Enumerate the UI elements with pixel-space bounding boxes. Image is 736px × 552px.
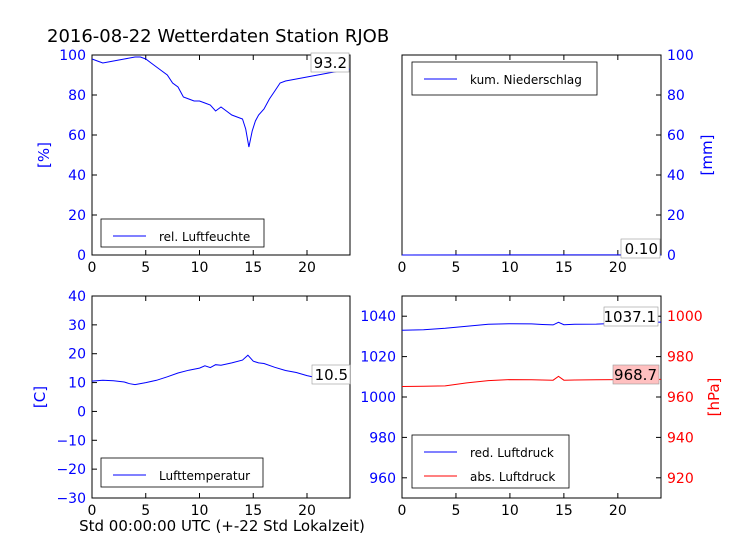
- y-tick-label: 0: [77, 248, 86, 264]
- x-tick-label: 5: [141, 260, 150, 276]
- last-value-label: 93.2: [314, 54, 347, 72]
- y-tick-label: 940: [667, 430, 694, 446]
- x-tick-label: 5: [141, 503, 150, 519]
- x-tick-label: 15: [244, 260, 262, 276]
- y-tick-label: 1000: [360, 390, 396, 406]
- y-tick-label: 0: [77, 404, 86, 420]
- legend-box: [100, 457, 264, 488]
- legend-label: abs. Luftdruck: [470, 470, 555, 484]
- x-tick-label: 0: [88, 503, 97, 519]
- y-tick-label: 20: [667, 208, 685, 224]
- x-tick-label: 0: [88, 260, 97, 276]
- figure-title: 2016-08-22 Wetterdaten Station RJOB: [47, 26, 390, 47]
- legend-label: kum. Niederschlag: [470, 73, 582, 87]
- y-tick-label: 40: [68, 289, 86, 305]
- x-tick-label: 15: [555, 503, 573, 519]
- legend-label: red. Luftdruck: [470, 446, 554, 460]
- y-tick-label: −30: [56, 491, 86, 507]
- y-axis-label: [mm]: [698, 135, 716, 176]
- series-line-temperature: [91, 354, 351, 386]
- plot-frame-3: [91, 295, 351, 499]
- x-tick-label: 20: [609, 503, 627, 519]
- y-tick-label: 960: [667, 390, 694, 406]
- x-tick-label: 15: [244, 503, 262, 519]
- x-tick-label: 10: [501, 260, 519, 276]
- y-tick-label: 100: [59, 48, 86, 64]
- y-axis-label: [%]: [35, 142, 53, 168]
- legend-label: rel. Luftfeuchte: [159, 230, 250, 244]
- x-tick-label: 0: [398, 260, 407, 276]
- x-tick-label: 5: [451, 503, 460, 519]
- plot-frame-1: [91, 54, 351, 256]
- y-tick-label: 960: [369, 471, 396, 487]
- last-value-label: 0.10: [625, 240, 658, 258]
- last-value-label: 10.5: [315, 366, 348, 384]
- y-tick-label: 30: [68, 318, 86, 334]
- y-tick-label: 60: [667, 128, 685, 144]
- x-tick-label: 15: [555, 260, 573, 276]
- x-tick-label: 10: [191, 503, 209, 519]
- y-tick-label: 1040: [360, 309, 396, 325]
- x-tick-label: 5: [451, 260, 460, 276]
- y-tick-label: 40: [667, 168, 685, 184]
- y-tick-label: 980: [667, 350, 694, 366]
- x-tick-label: 10: [501, 503, 519, 519]
- last-value-label: 1037.1: [604, 308, 657, 326]
- y-tick-label: 80: [667, 88, 685, 104]
- y-tick-label: −10: [56, 433, 86, 449]
- x-tick-label: 10: [191, 260, 209, 276]
- y-tick-label: 980: [369, 430, 396, 446]
- y-tick-label: 1020: [360, 350, 396, 366]
- x-tick-label: 20: [609, 260, 627, 276]
- last-value-label-box: [603, 306, 659, 327]
- series-line-abs-pressure: [401, 375, 661, 387]
- legend-box: [100, 218, 265, 248]
- last-value-label-box: [311, 364, 351, 385]
- legend-box: [411, 434, 570, 489]
- y-tick-label: 80: [68, 88, 86, 104]
- y-axis-label: [hPa]: [705, 378, 723, 417]
- x-tick-label: 20: [298, 260, 316, 276]
- legend-label: Lufttemperatur: [159, 469, 250, 483]
- y-tick-label: 920: [667, 471, 694, 487]
- y-tick-label: 20: [68, 347, 86, 363]
- y-tick-label: 40: [68, 168, 86, 184]
- y-tick-label: 100: [667, 48, 694, 64]
- last-value-label-box: [612, 364, 660, 385]
- y-tick-label: 60: [68, 128, 86, 144]
- series-line-humidity: [91, 56, 351, 148]
- x-tick-label: 20: [298, 503, 316, 519]
- last-value-label-box: [620, 238, 661, 259]
- y-tick-label: 1000: [667, 309, 703, 325]
- y-tick-label: −20: [56, 462, 86, 478]
- last-value-label: 968.7: [614, 366, 657, 384]
- y-tick-label: 0: [667, 248, 676, 264]
- y-tick-label: 20: [68, 208, 86, 224]
- x-tick-label: 0: [398, 503, 407, 519]
- y-tick-label: 10: [68, 376, 86, 392]
- y-axis-label: [C]: [31, 386, 49, 408]
- last-value-label-box: [310, 52, 350, 73]
- x-axis-label: Std 00:00:00 UTC (+-22 Std Lokalzeit): [79, 517, 365, 535]
